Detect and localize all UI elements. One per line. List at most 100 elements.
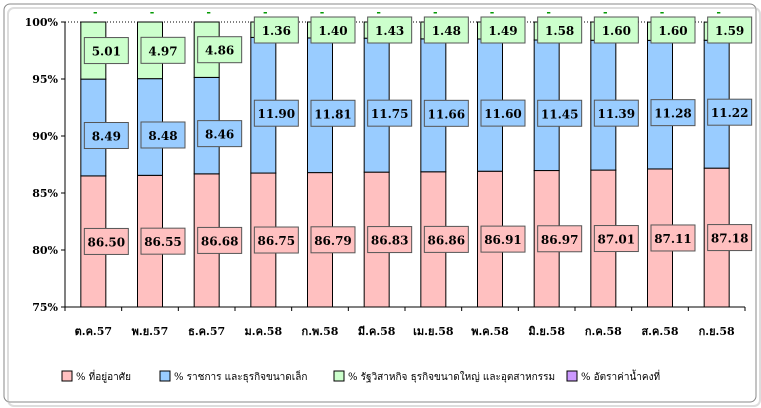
data-label: 11.75 [371, 107, 409, 121]
data-label: 11.81 [314, 107, 352, 121]
y-tick-label: 85% [32, 187, 58, 200]
data-label-box [707, 16, 753, 44]
x-tick-label: ส.ค.58 [641, 325, 678, 338]
data-label: 11.60 [484, 107, 522, 121]
data-label-box [367, 226, 413, 254]
data-label: 86.50 [88, 235, 126, 249]
data-label-box [310, 16, 356, 44]
data-label: - [320, 6, 325, 19]
data-label: 11.39 [598, 107, 636, 121]
data-label: 86.55 [144, 235, 182, 249]
data-label-box [480, 99, 526, 127]
data-label-box [537, 16, 583, 44]
y-tick-label: 75% [32, 301, 58, 314]
data-label-box [197, 226, 243, 254]
data-label: 1.49 [488, 24, 517, 38]
data-label: 87.11 [654, 232, 692, 246]
data-label-box [83, 37, 129, 65]
legend-swatch [566, 370, 578, 382]
data-label: - [93, 6, 98, 19]
x-tick-label: ก.ย.58 [699, 325, 735, 338]
data-label-box [253, 99, 299, 127]
x-tick-label: ม.ค.58 [245, 325, 283, 338]
data-label: 1.60 [602, 24, 631, 38]
data-label-box [253, 16, 299, 44]
x-tick-label: พ.ย.57 [132, 325, 169, 338]
data-label-box [593, 225, 639, 253]
data-label: - [490, 6, 495, 19]
legend-label: % รัฐวิสาหกิจ ธุรกิจขนาดใหญ่ และอุตสาหกร… [348, 371, 555, 383]
data-label: 87.01 [598, 233, 636, 247]
data-label: 86.86 [428, 233, 466, 247]
chart-frame-shadow [7, 7, 761, 407]
data-label: 8.46 [205, 128, 234, 142]
data-label-box [707, 224, 753, 252]
data-label-box [310, 226, 356, 254]
data-label-box [423, 99, 469, 127]
data-label-box [83, 122, 129, 150]
legend-swatch [61, 370, 73, 382]
data-label-box [480, 225, 526, 253]
data-label-box [367, 99, 413, 127]
data-label: - [206, 6, 211, 19]
data-label-box [537, 225, 583, 253]
data-label: - [603, 6, 608, 19]
data-label-box [253, 226, 299, 254]
data-label: 1.43 [375, 24, 404, 38]
data-label-box [593, 99, 639, 127]
data-label: - [150, 6, 155, 19]
data-label: 11.45 [541, 107, 579, 121]
data-label-box [537, 99, 583, 127]
data-label-box [650, 16, 696, 44]
data-label-box [650, 224, 696, 252]
data-label-box [650, 99, 696, 127]
legend-swatch [333, 370, 345, 382]
data-label: 4.97 [148, 44, 177, 58]
data-label-box [140, 227, 186, 255]
data-label: 11.28 [654, 107, 692, 121]
x-tick-label: มี.ค.58 [358, 325, 396, 338]
data-label-box [423, 225, 469, 253]
data-label: 86.83 [371, 234, 409, 248]
x-tick-label: พ.ค.58 [471, 325, 509, 338]
legend-label: % อัตราค่าน้ำคงที่ [581, 369, 660, 383]
data-label: 1.36 [262, 24, 291, 38]
x-tick-label: เม.ย.58 [413, 325, 454, 338]
data-label-box [423, 16, 469, 44]
data-label: 86.75 [258, 234, 296, 248]
data-label-box [480, 16, 526, 44]
data-label: - [376, 6, 381, 19]
data-label: 1.59 [715, 24, 744, 38]
x-tick-label: ธ.ค.57 [188, 325, 225, 338]
x-tick-label: ต.ค.57 [75, 325, 112, 338]
data-label-box [140, 121, 186, 149]
data-label-box [140, 36, 186, 64]
data-label: 1.58 [545, 24, 574, 38]
data-label: 8.49 [92, 130, 121, 144]
data-label: 1.60 [658, 24, 687, 38]
data-label: 11.66 [428, 107, 466, 121]
data-label: 86.68 [201, 234, 239, 248]
data-label: 1.40 [318, 24, 347, 38]
data-label: 11.90 [258, 107, 296, 121]
data-label: - [263, 6, 268, 19]
legend-label: % ราชการ และธุรกิจขนาดเล็ก [174, 369, 307, 383]
y-tick-label: 95% [32, 73, 58, 86]
data-label: 11.22 [711, 106, 749, 120]
x-tick-label: ก.ค.58 [585, 325, 622, 338]
data-label-box [367, 16, 413, 44]
data-label-box [593, 16, 639, 44]
data-label-box [83, 227, 129, 255]
x-tick-label: มิ.ย.58 [528, 325, 565, 338]
data-label-box [197, 120, 243, 148]
legend-label: % ที่อยู่อาศัย [76, 369, 131, 383]
data-label: 86.91 [484, 233, 522, 247]
y-tick-label: 100% [25, 16, 59, 29]
x-tick-label: ก.พ.58 [302, 325, 339, 338]
y-tick-label: 80% [32, 244, 58, 257]
legend-swatch [159, 370, 171, 382]
data-label-box [707, 98, 753, 126]
data-label-box [197, 36, 243, 64]
